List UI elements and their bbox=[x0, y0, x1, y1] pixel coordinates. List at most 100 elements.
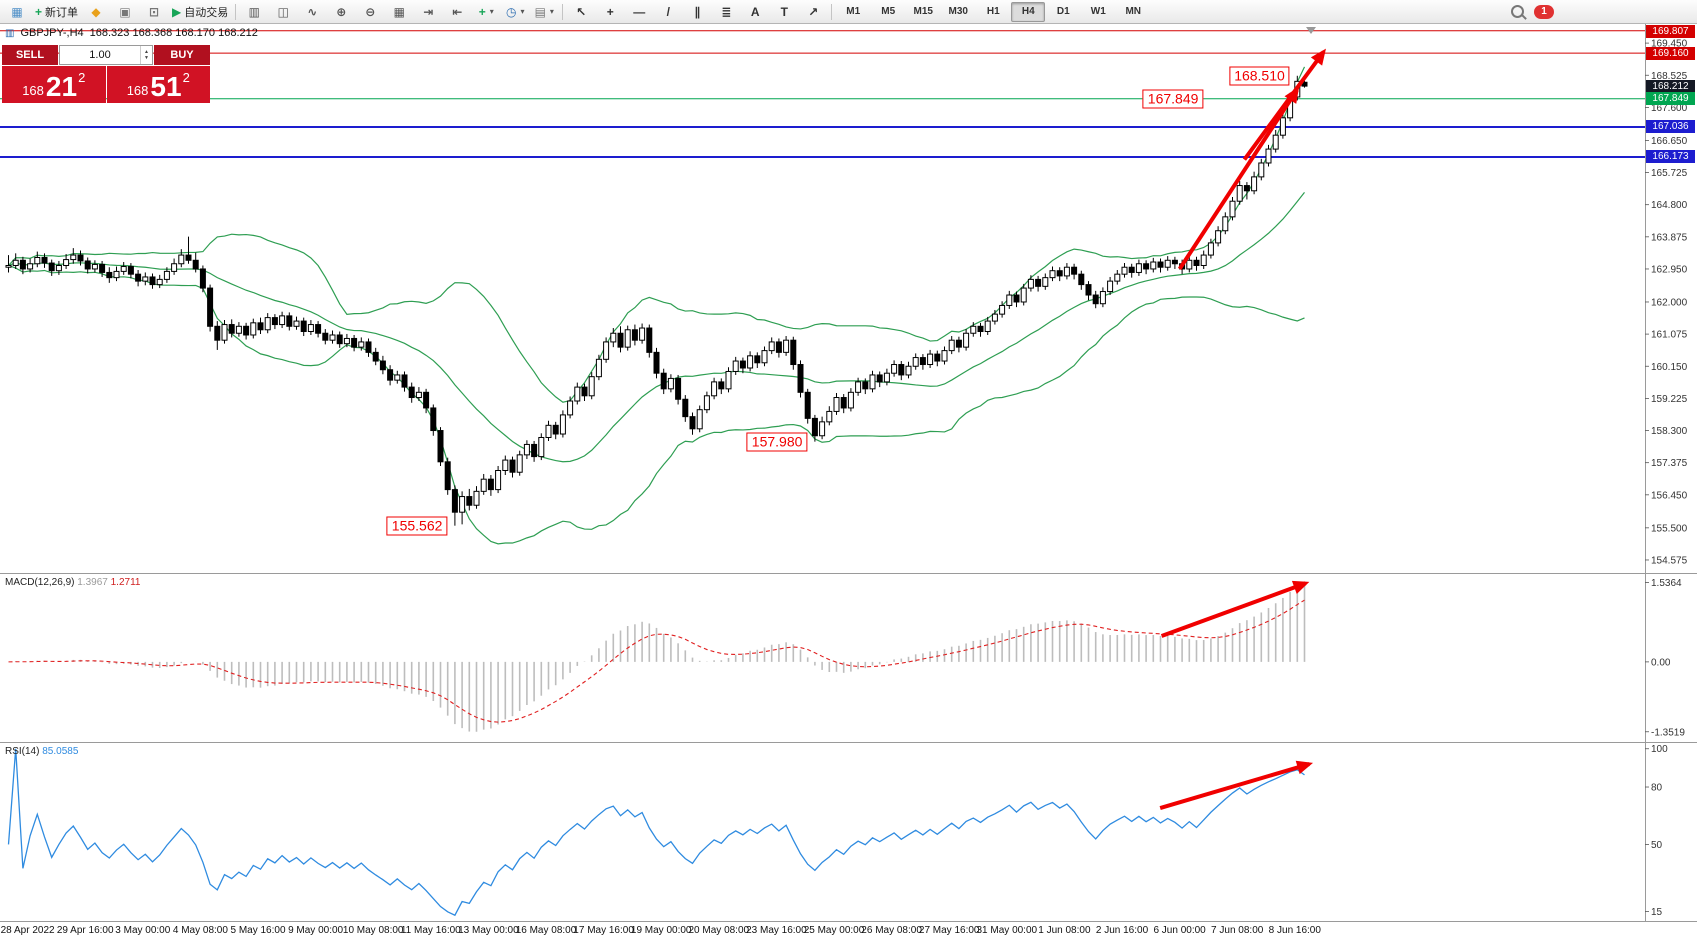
timeframe-h1[interactable]: H1 bbox=[986, 6, 1000, 17]
axis-labels: 169.450 168.525 167.600 166.650 165.725 164.8… bbox=[1645, 39, 1688, 918]
candle-body bbox=[1157, 261, 1164, 268]
candle-body bbox=[768, 341, 775, 352]
timeframe-mn[interactable]: MN bbox=[1125, 6, 1142, 17]
candle-body bbox=[1027, 278, 1034, 289]
sell-button[interactable]: SELL bbox=[2, 45, 58, 65]
zoom-in-icon[interactable]: ⊕ bbox=[327, 2, 355, 22]
candle-body bbox=[1272, 134, 1279, 150]
candle-body bbox=[156, 278, 163, 286]
candle-body bbox=[826, 410, 833, 423]
print-icon[interactable]: ▣ bbox=[111, 2, 139, 22]
candle-body bbox=[718, 381, 725, 390]
fibonacci-icon[interactable]: ≣ bbox=[712, 2, 740, 22]
price-axis-label: 159.225 bbox=[1651, 394, 1688, 405]
order-prices-row: 168 21 2 168 51 2 bbox=[2, 66, 210, 103]
timeframe-m30[interactable]: M30 bbox=[948, 6, 968, 17]
ask-price[interactable]: 168 51 2 bbox=[106, 66, 210, 103]
trend-arrow-macd[interactable] bbox=[1160, 580, 1310, 638]
auto-trading-button-label: 自动交易 bbox=[184, 6, 229, 19]
candle-body bbox=[869, 374, 876, 390]
candle-body bbox=[1114, 273, 1121, 282]
timeframe-m5[interactable]: M5 bbox=[881, 6, 896, 17]
candle-body bbox=[408, 386, 415, 399]
candle-body bbox=[19, 259, 26, 270]
candle-body bbox=[747, 355, 754, 369]
volume-up-arrow-icon[interactable]: ▲ bbox=[144, 49, 149, 55]
candle-body bbox=[473, 490, 480, 506]
candle-body bbox=[1243, 185, 1250, 192]
templates-button[interactable]: ▤ ▾ bbox=[530, 2, 558, 22]
trend-arrow-main-1[interactable] bbox=[1177, 86, 1300, 271]
timeframe-w1[interactable]: W1 bbox=[1090, 6, 1106, 17]
candles-icon[interactable]: ◫ bbox=[269, 2, 297, 22]
trendline-icon[interactable]: / bbox=[654, 2, 682, 22]
periods-button[interactable]: ◷ ▾ bbox=[501, 2, 529, 22]
buy-button[interactable]: BUY bbox=[154, 45, 210, 65]
line-chart-icon[interactable]: ∿ bbox=[298, 2, 326, 22]
candle-body bbox=[336, 334, 343, 345]
auto-trading-button[interactable]: ▶ 自动交易 bbox=[169, 2, 231, 22]
trend-arrow-main-2[interactable] bbox=[1242, 48, 1326, 161]
cursor-icon[interactable]: ↖ bbox=[567, 2, 595, 22]
candle-body bbox=[574, 386, 581, 402]
timeframe-m15[interactable]: M15 bbox=[913, 6, 933, 17]
candle-body bbox=[192, 259, 199, 270]
volume-down-arrow-icon[interactable]: ▼ bbox=[144, 55, 149, 61]
chart-shift-icon[interactable]: ⇤ bbox=[443, 2, 471, 22]
label-icon[interactable]: T bbox=[770, 2, 798, 22]
candle-body bbox=[610, 332, 617, 343]
new-order-button[interactable]: + 新订单 bbox=[32, 2, 81, 22]
notification-badge[interactable]: 1 bbox=[1534, 4, 1554, 19]
candle-body bbox=[970, 325, 977, 334]
volume-input[interactable]: 1.00 bbox=[89, 49, 111, 61]
candle-body bbox=[559, 414, 566, 435]
metaeditor-icon[interactable]: ◆ bbox=[82, 2, 110, 22]
chart-ohlc: 168.323 168.368 168.170 168.212 bbox=[89, 27, 258, 39]
bars-icon[interactable]: ▥ bbox=[240, 2, 268, 22]
candle-body bbox=[883, 372, 890, 383]
search-icon[interactable] bbox=[1511, 5, 1524, 18]
zoom-out-icon[interactable]: ⊖ bbox=[356, 2, 384, 22]
zoom-out-icon: ⊖ bbox=[365, 4, 376, 19]
candle-body bbox=[257, 322, 264, 331]
candle-body bbox=[538, 436, 545, 458]
bid-price[interactable]: 168 21 2 bbox=[2, 66, 106, 103]
candle-body bbox=[459, 496, 466, 513]
rsi-name: RSI(14) bbox=[5, 746, 40, 757]
candle-body bbox=[761, 350, 768, 364]
channel-icon[interactable]: ∥ bbox=[683, 2, 711, 22]
crosshair-icon[interactable]: + bbox=[596, 2, 624, 22]
ask-point: 2 bbox=[182, 70, 190, 85]
candle-body bbox=[1042, 277, 1049, 287]
candle-body bbox=[624, 329, 631, 348]
price-axis-label: 162.950 bbox=[1651, 264, 1688, 275]
horizontal-lines[interactable] bbox=[0, 30, 1645, 158]
volume-field: 1.00 ▲ ▼ bbox=[59, 45, 153, 65]
candles-layer bbox=[5, 75, 1308, 526]
candle-body bbox=[855, 381, 862, 393]
tile-windows-icon[interactable]: ▦ bbox=[385, 2, 413, 22]
chart-window-icon[interactable]: ▦ bbox=[3, 2, 31, 22]
candle-body bbox=[1229, 200, 1236, 218]
trend-arrow-rsi[interactable] bbox=[1159, 760, 1314, 810]
candle-body bbox=[1121, 266, 1128, 275]
candle-body bbox=[948, 339, 955, 352]
candle-body bbox=[495, 469, 502, 491]
arrows-icon[interactable]: ↗ bbox=[799, 2, 827, 22]
timeframe-m1[interactable]: M1 bbox=[846, 6, 861, 17]
candle-body bbox=[48, 262, 55, 272]
timeframe-d1[interactable]: D1 bbox=[1056, 6, 1070, 17]
print-preview-icon[interactable]: ⊡ bbox=[140, 2, 168, 22]
candle-body bbox=[70, 254, 77, 261]
indicators-button[interactable]: + ▾ bbox=[472, 2, 500, 22]
chart-shift-marker-icon[interactable] bbox=[1306, 27, 1316, 34]
hline-icon[interactable]: — bbox=[625, 2, 653, 22]
timeframe-h4[interactable]: H4 bbox=[1011, 1, 1046, 22]
candle-body bbox=[106, 271, 113, 279]
auto-scroll-icon[interactable]: ⇥ bbox=[414, 2, 442, 22]
chart-title: ▥ GBPJPY-,H4 168.323 168.368 168.170 168… bbox=[5, 27, 258, 39]
order-buttons-row: SELL 1.00 ▲ ▼ BUY bbox=[2, 45, 210, 65]
candle-body bbox=[365, 341, 372, 353]
text-icon[interactable]: A bbox=[741, 2, 769, 22]
